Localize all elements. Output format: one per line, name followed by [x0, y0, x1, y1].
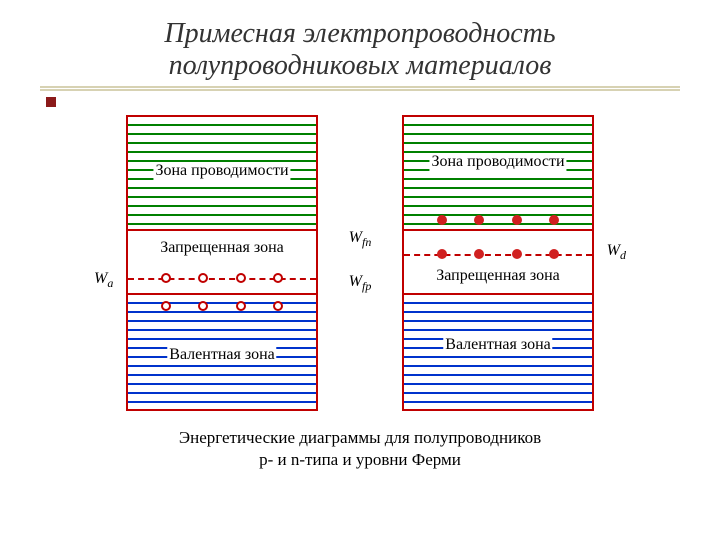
- slide-bullet: [46, 97, 56, 107]
- zone-label-forbidden: Запрещенная зона: [158, 239, 285, 257]
- p-acceptor-carriers: [128, 273, 316, 283]
- n-type-diagram: Зона проводимости Запрещенная зона Вален…: [402, 115, 594, 411]
- Wd-letter: W: [607, 242, 620, 259]
- zone-label-valence: Валентная зона: [443, 336, 552, 354]
- carrier-dot: [236, 273, 246, 283]
- title-line2: полупроводниковых материалов: [40, 50, 680, 82]
- title-rule-2: [40, 89, 680, 91]
- p-forbidden-gap: Запрещенная зона: [128, 229, 316, 295]
- carrier-dot: [161, 273, 171, 283]
- p-valence-band: Валентная зона: [128, 295, 316, 407]
- carrier-dot: [198, 301, 208, 311]
- caption: Энергетические диаграммы для полупроводн…: [40, 427, 680, 471]
- caption-line2: p- и n-типа и уровни Ферми: [40, 449, 680, 471]
- zone-label-conduction: Зона проводимости: [429, 153, 566, 171]
- title-rule-1: [40, 86, 680, 88]
- n-donor-carriers: [404, 249, 592, 259]
- carrier-dot: [474, 249, 484, 259]
- n-conduction-band: Зона проводимости: [404, 117, 592, 229]
- zone-label-forbidden: Запрещенная зона: [434, 267, 561, 285]
- carrier-dot: [512, 215, 522, 225]
- carrier-dot: [437, 249, 447, 259]
- carrier-dot: [512, 249, 522, 259]
- n-valence-band: Валентная зона: [404, 295, 592, 407]
- caption-line1: Энергетические диаграммы для полупроводн…: [40, 427, 680, 449]
- label-Wfn: Wfn: [349, 229, 372, 250]
- Wa-letter: W: [94, 270, 107, 287]
- Wa-sub: a: [107, 277, 113, 291]
- label-Wa: Wa: [94, 270, 113, 291]
- Wfp-letter: W: [349, 273, 362, 290]
- zone-label-conduction: Зона проводимости: [153, 162, 290, 180]
- Wd-sub: d: [620, 249, 626, 263]
- p-holes: [128, 301, 316, 311]
- diagrams-row: Зона проводимости Запрещенная зона Вален…: [40, 115, 680, 411]
- carrier-dot: [437, 215, 447, 225]
- title-line1: Примесная электропроводность: [40, 18, 680, 50]
- Wfp-sub: fp: [362, 280, 371, 294]
- carrier-dot: [161, 301, 171, 311]
- label-Wfp: Wfp: [349, 273, 372, 294]
- carrier-dot: [273, 273, 283, 283]
- p-type-diagram: Зона проводимости Запрещенная зона Вален…: [126, 115, 318, 411]
- carrier-dot: [198, 273, 208, 283]
- p-conduction-band: Зона проводимости: [128, 117, 316, 229]
- carrier-dot: [549, 215, 559, 225]
- zone-label-valence: Валентная зона: [167, 346, 276, 364]
- slide-title: Примесная электропроводность полупроводн…: [40, 18, 680, 82]
- carrier-dot: [236, 301, 246, 311]
- n-electrons: [404, 215, 592, 225]
- carrier-dot: [273, 301, 283, 311]
- n-forbidden-gap: Запрещенная зона: [404, 229, 592, 295]
- Wfn-letter: W: [349, 229, 362, 246]
- Wfn-sub: fn: [362, 236, 371, 250]
- carrier-dot: [549, 249, 559, 259]
- label-Wd: Wd: [607, 242, 626, 263]
- carrier-dot: [474, 215, 484, 225]
